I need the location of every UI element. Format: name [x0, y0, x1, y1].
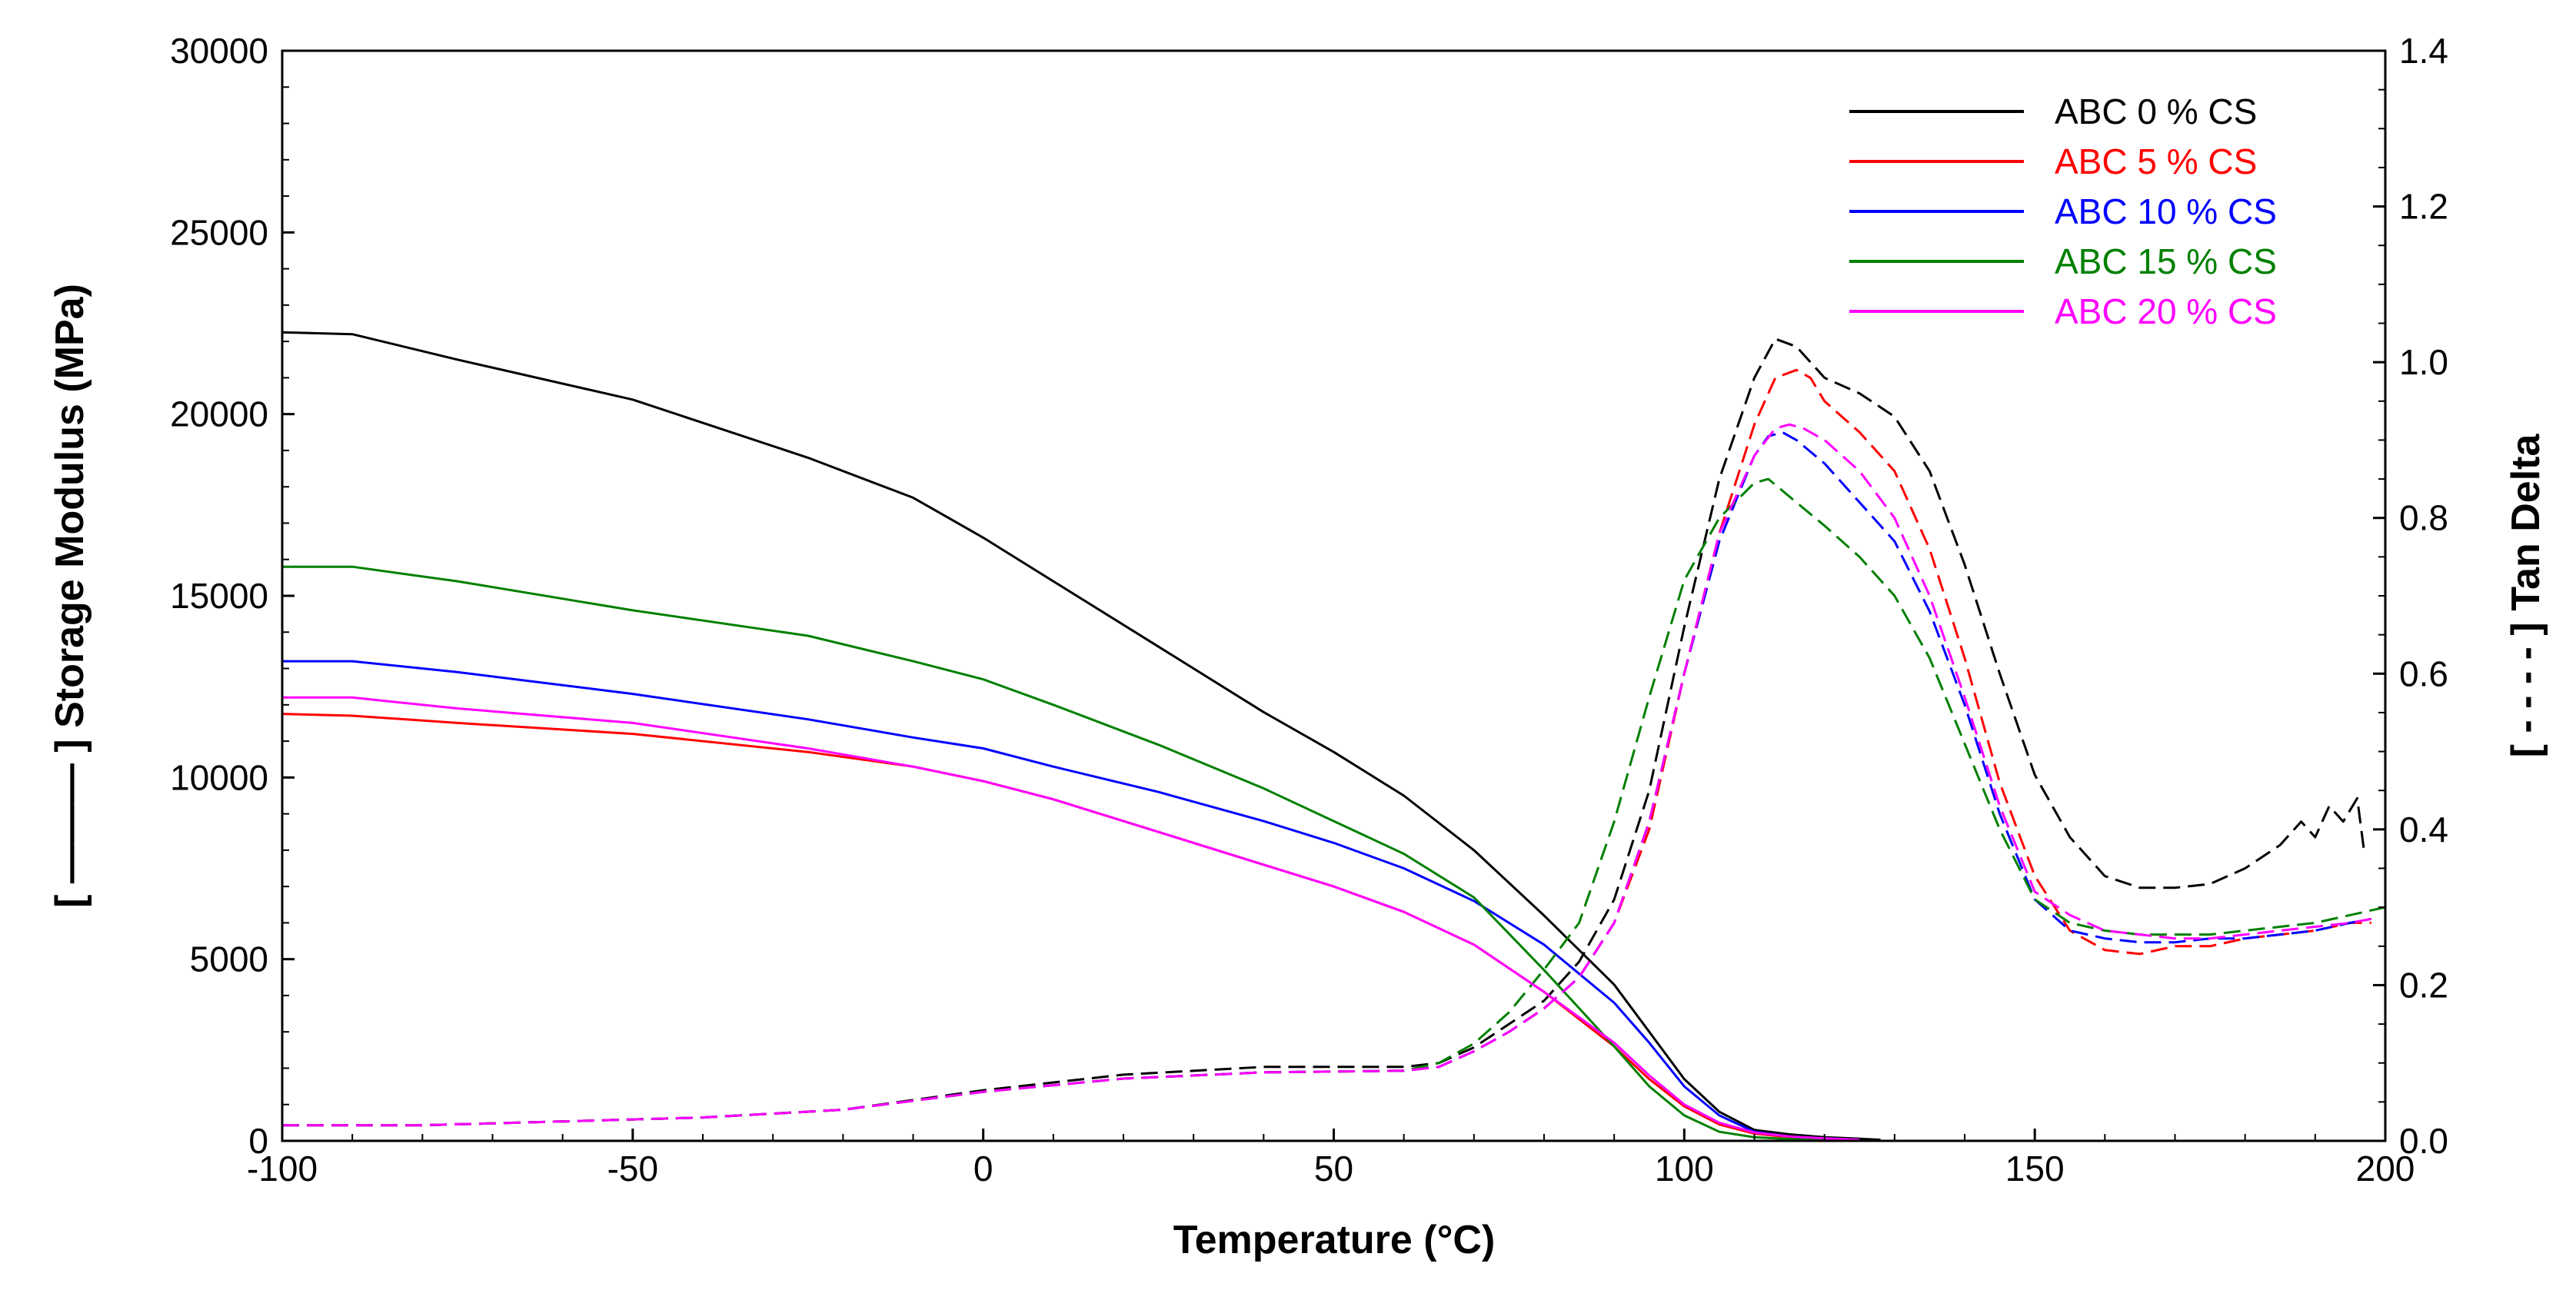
ticks-layer: -100 -50 0 50 100 150 200 0 5000 10000 15000 20000 2… [170, 31, 2448, 1189]
y-left-tick-label: 15000 [170, 576, 268, 616]
x-tick-label: 200 [2356, 1149, 2415, 1189]
y-right-tick-label: 0.0 [2399, 1121, 2448, 1161]
x-tick-label: -100 [247, 1149, 318, 1189]
x-tick-label: 0 [973, 1149, 993, 1189]
storage-modulus-line-0 [281, 331, 1881, 1142]
y-left-tick-label: 10000 [170, 757, 268, 797]
y-left-tick-label: 20000 [170, 394, 268, 434]
x-tick-label: 100 [1655, 1149, 1714, 1189]
series-layer [281, 331, 2386, 1142]
x-tick-label: 150 [2005, 1149, 2065, 1189]
storage-modulus-line-2 [282, 660, 1860, 1142]
y-right-tick-label: 1.0 [2399, 342, 2448, 382]
y-right-tick-label: 1.4 [2399, 31, 2448, 71]
legend-label: ABC 5 % CS [2055, 141, 2257, 181]
y-axis-left-title: [ ——— ] Storage Modulus (MPa) [48, 284, 92, 908]
y-left-tick-label: 25000 [170, 212, 268, 252]
tan-delta-line-0 [282, 337, 2366, 1127]
y-right-tick-label: 0.6 [2399, 653, 2448, 693]
x-tick-label: -50 [607, 1149, 658, 1189]
y-right-tick-label: 0.4 [2399, 810, 2448, 849]
x-tick-label: 50 [1314, 1149, 1353, 1189]
tan-delta-line-4 [282, 423, 2372, 1127]
y-left-tick-label: 0 [248, 1121, 268, 1161]
y-right-tick-label: 1.2 [2399, 187, 2448, 227]
y-left-tick-label: 30000 [170, 31, 268, 71]
storage-modulus-line-3 [282, 565, 1825, 1142]
y-right-tick-label: 0.8 [2399, 498, 2448, 538]
legend-label: ABC 10 % CS [2055, 191, 2277, 231]
x-axis-title: Temperature (°C) [1173, 1218, 1496, 1262]
legend-label: ABC 15 % CS [2055, 241, 2277, 281]
y-left-tick-label: 5000 [190, 939, 268, 979]
legend-label: ABC 0 % CS [2055, 91, 2257, 131]
y-axis-right-title: [ - - - - ] Tan Delta [2504, 434, 2548, 758]
storage-modulus-line-4 [282, 696, 1860, 1142]
legend-label: ABC 20 % CS [2055, 291, 2277, 331]
legend: ABC 0 % CS ABC 5 % CS ABC 10 % CS ABC 15 % … [1849, 91, 2277, 331]
y-right-tick-label: 0.2 [2399, 965, 2448, 1005]
